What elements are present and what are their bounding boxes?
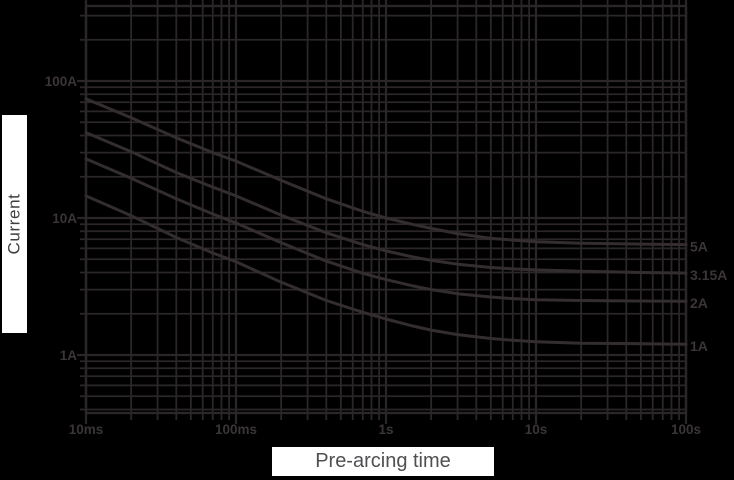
- x-tick-label: 10s: [525, 422, 548, 437]
- curve-3.15A: [84, 131, 688, 275]
- y-tick-label: 100A: [45, 74, 78, 89]
- x-tick-label: 100ms: [215, 422, 257, 437]
- curve-5A: [84, 97, 688, 247]
- x-tick-label: 100s: [671, 422, 701, 437]
- x-axis-label: Pre-arcing time: [315, 450, 451, 472]
- x-tick-label: 1s: [378, 422, 393, 437]
- y-axis-label-box: Current: [2, 115, 27, 333]
- x-axis-label-box: Pre-arcing time: [272, 447, 494, 476]
- curve-label-5A: 5A: [690, 239, 708, 255]
- y-tick-label: 10A: [52, 211, 77, 226]
- curve-1A: [84, 194, 688, 346]
- curve-2A: [84, 157, 688, 303]
- y-tick-label: 1A: [60, 348, 78, 363]
- curve-label-1A: 1A: [690, 338, 708, 354]
- curve-label-2A: 2A: [690, 295, 708, 311]
- y-axis-label: Current: [4, 193, 24, 255]
- plot-frame: [84, 4, 688, 415]
- curve-label-3.15A: 3.15A: [690, 267, 727, 283]
- x-tick-label: 10ms: [69, 422, 104, 437]
